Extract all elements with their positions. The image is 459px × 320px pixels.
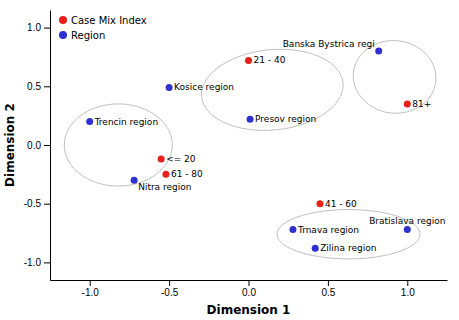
legend-swatch — [59, 31, 67, 39]
tick-mark — [169, 280, 170, 286]
legend-label: Region — [71, 30, 105, 41]
tick-mark — [44, 145, 50, 146]
point-label: 41 - 60 — [325, 199, 357, 209]
tick: 0.0 — [27, 140, 50, 151]
point — [404, 100, 411, 107]
point — [166, 84, 173, 91]
tick-label: -0.5 — [161, 287, 179, 298]
tick-label: -0.5 — [24, 198, 42, 209]
tick: -1.0 — [82, 280, 100, 298]
legend-label: Case Mix Index — [71, 15, 147, 26]
point — [375, 48, 382, 55]
point-label: 61 - 80 — [171, 169, 203, 179]
ellipse — [353, 41, 436, 114]
tick-mark — [90, 280, 91, 286]
point-labels: 21 - 40 81+ <= 20 61 - 80 41 - 60 Kosice regi… — [94, 39, 446, 253]
point-label: Banska Bystrica regi — [283, 39, 375, 49]
point-label: Trnava region — [297, 225, 359, 235]
tick-mark — [249, 280, 250, 286]
legend-item: Case Mix Index — [59, 15, 147, 26]
point-label: <= 20 — [166, 154, 196, 164]
point-label: 81+ — [412, 99, 431, 109]
point — [312, 245, 319, 252]
tick-label: 1.0 — [401, 287, 415, 298]
x-axis: -1.0 -0.5 0.0 0.5 1.0 — [51, 280, 448, 298]
axis-line — [50, 11, 51, 281]
tick-label: 0.5 — [321, 287, 335, 298]
tick: 0.0 — [242, 280, 256, 298]
tick-label: 1.0 — [27, 22, 41, 33]
legend-item: Region — [59, 30, 105, 41]
tick: 0.5 — [27, 81, 50, 92]
tick-mark — [328, 280, 329, 286]
tick-label: -1.0 — [82, 287, 100, 298]
tick-label: 0.0 — [27, 140, 41, 151]
tick: 1.0 — [401, 280, 415, 298]
tick: 0.5 — [321, 280, 335, 298]
legend: Case Mix Index Region — [59, 15, 147, 41]
tick: 1.0 — [27, 22, 50, 33]
tick-label: -1.0 — [24, 257, 42, 268]
point — [245, 57, 252, 64]
point — [247, 116, 254, 123]
tick: -0.5 — [161, 280, 179, 298]
tick-mark — [407, 280, 408, 286]
legend-swatch — [59, 16, 67, 24]
point-label: Nitra region — [138, 182, 191, 192]
y-axis: -1.0 -0.5 0.0 0.5 1.0 — [24, 11, 51, 281]
point-label: Bratislava region — [369, 216, 445, 226]
point — [162, 171, 169, 178]
point — [404, 226, 411, 233]
point — [289, 226, 296, 233]
tick-mark — [44, 262, 50, 263]
point-label: Zilina region — [320, 243, 376, 253]
tick-mark — [44, 204, 50, 205]
tick-label: 0.5 — [27, 81, 41, 92]
tick-mark — [44, 28, 50, 29]
x-axis-title: Dimension 1 — [207, 303, 291, 317]
point — [316, 200, 323, 207]
y-axis-title: Dimension 2 — [3, 103, 17, 187]
tick-mark — [44, 86, 50, 87]
point — [131, 177, 138, 184]
chart: -1.0 -0.5 0.0 0.5 1.0 -1.0 -0.5 0.0 0.5 1.0 Dimens… — [0, 0, 459, 320]
point — [158, 156, 165, 163]
tick: -0.5 — [24, 198, 50, 209]
ellipse — [64, 104, 172, 186]
point-label: Kosice region — [174, 82, 234, 92]
point-label: Presov region — [255, 114, 316, 124]
marks — [64, 41, 436, 259]
tick: -1.0 — [24, 257, 50, 268]
point-label: Trencin region — [94, 117, 158, 127]
point-label: 21 - 40 — [254, 55, 286, 65]
plot: -1.0 -0.5 0.0 0.5 1.0 -1.0 -0.5 0.0 0.5 1.0 — [24, 11, 448, 299]
point — [86, 118, 93, 125]
tick-label: 0.0 — [242, 287, 256, 298]
